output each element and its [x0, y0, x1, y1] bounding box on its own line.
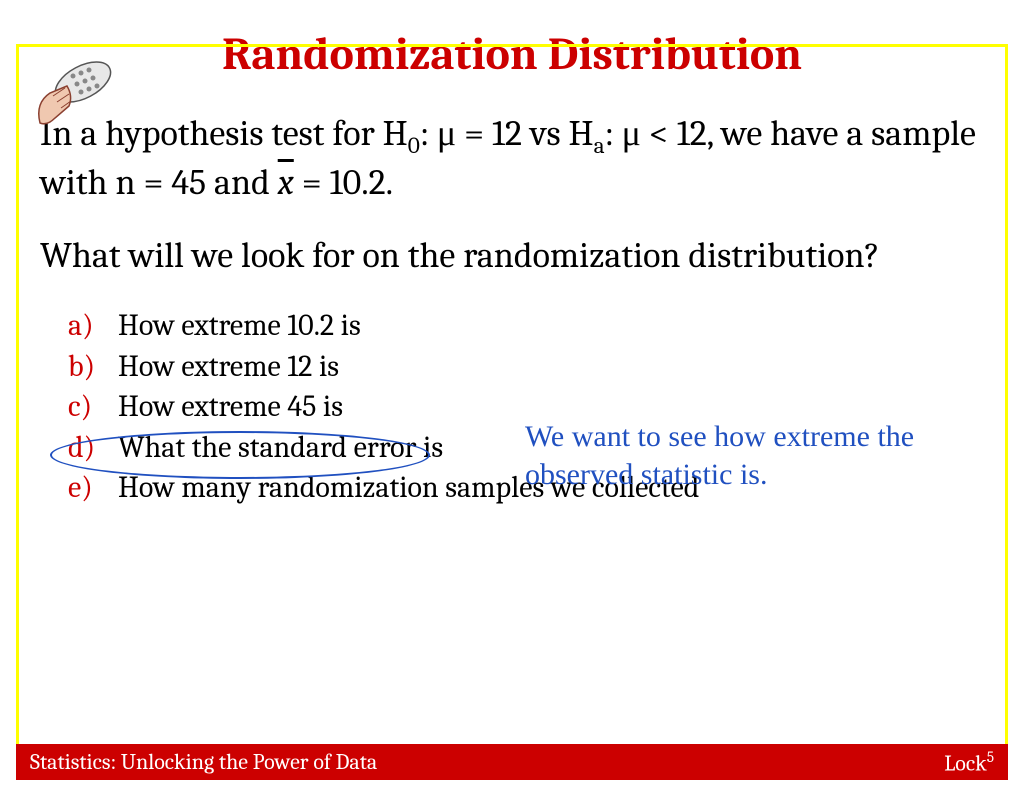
option-label: a): [68, 306, 118, 347]
option-label: d): [68, 428, 118, 469]
clicker-icon: [25, 48, 135, 128]
option-label: c): [68, 387, 118, 428]
footer-right-sup: 5: [987, 748, 994, 766]
option-text: How extreme 12 is: [118, 347, 339, 388]
option-text: How extreme 10.2 is: [118, 306, 361, 347]
option-label: e): [68, 468, 118, 509]
option-a: a) How extreme 10.2 is: [68, 306, 984, 347]
option-text: How extreme 45 is: [118, 387, 343, 428]
footer-bar: Statistics: Unlocking the Power of Data …: [16, 744, 1008, 780]
footer-left: Statistics: Unlocking the Power of Data: [30, 749, 377, 775]
option-text: What the standard error is: [118, 428, 443, 469]
option-label: b): [68, 347, 118, 388]
option-b: b) How extreme 12 is: [68, 347, 984, 388]
footer-right-base: Lock: [944, 750, 986, 776]
footer-right: Lock5: [944, 748, 994, 776]
annotation-text: We want to see how extreme the observed …: [525, 418, 955, 493]
